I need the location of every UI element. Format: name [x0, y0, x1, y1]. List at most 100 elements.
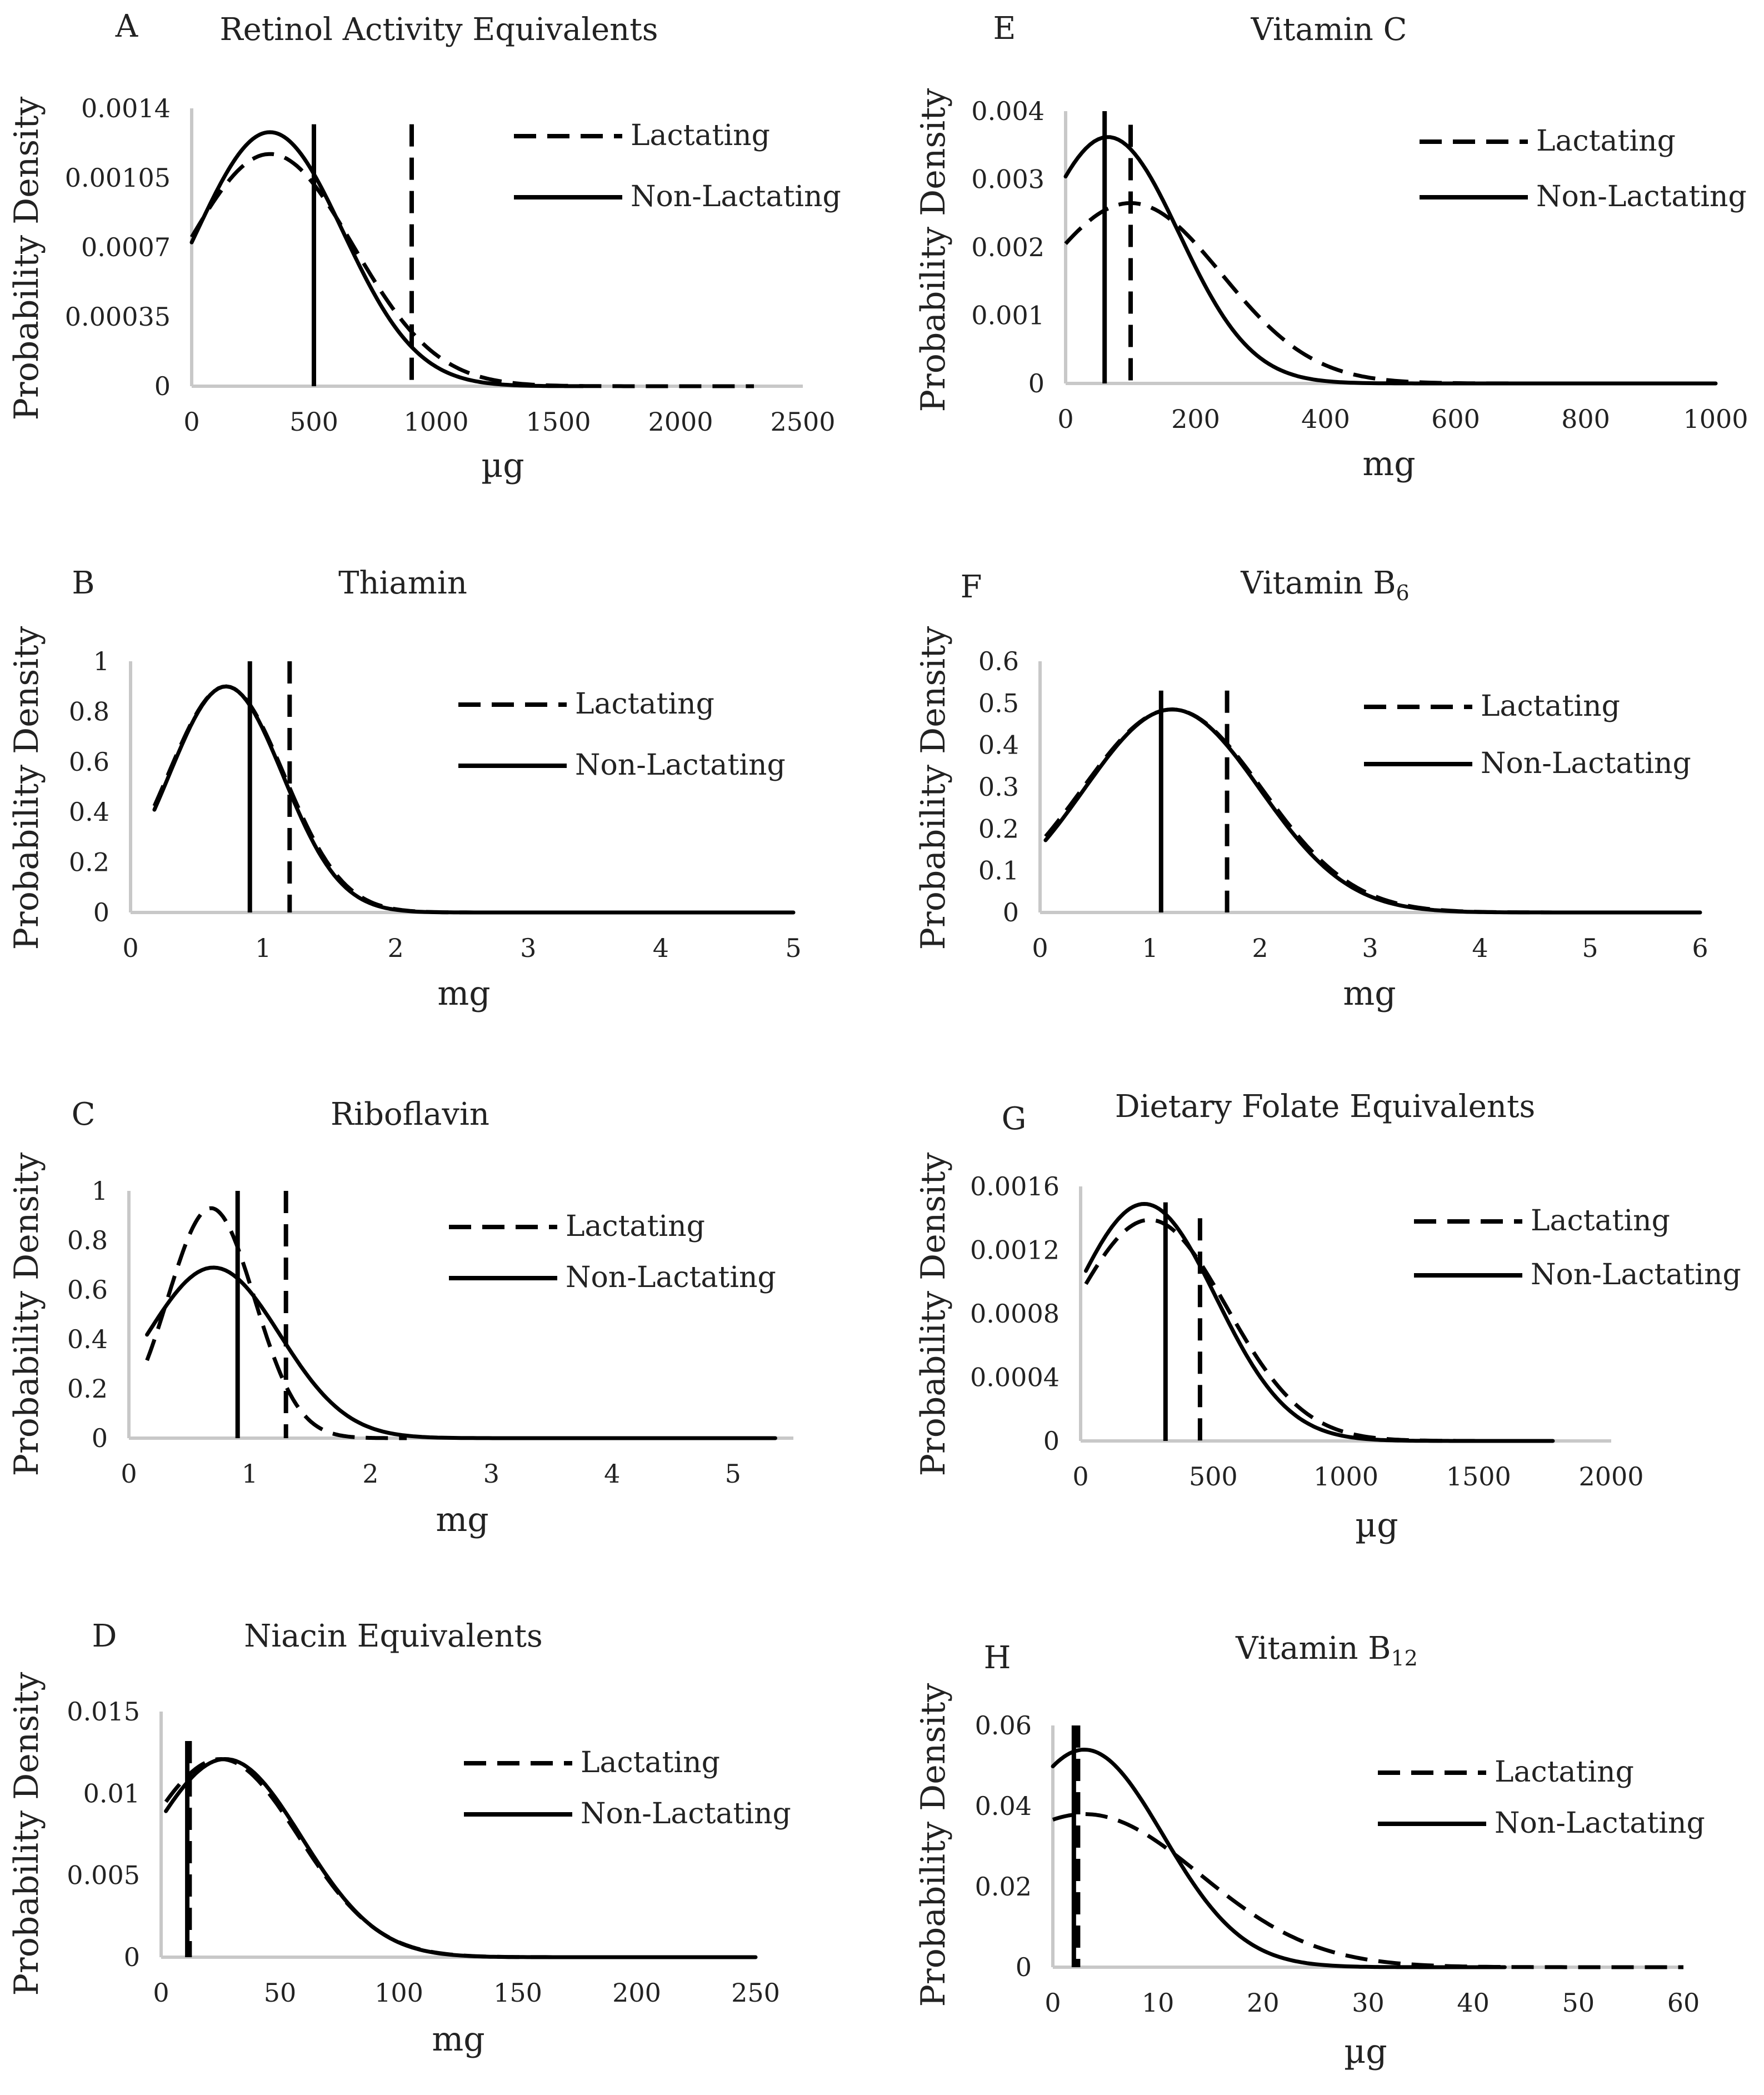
x-tick-label: 2000: [648, 407, 713, 437]
y-tick-label: 0.015: [67, 1697, 140, 1727]
y-tick-label: 0.8: [67, 1225, 108, 1255]
density-curve-non-lactating: [164, 1757, 758, 1959]
legend: Lactating Non-Lactating: [1364, 690, 1691, 780]
chart-title-text: Dietary Folate Equivalents: [1115, 1089, 1535, 1125]
density-curve-lactating: [1064, 201, 1716, 386]
chart-panel-c: C Riboflavin 0 0.2 0.4 0.6 0.8 1 0 1 2 3 4 5 mg Probabi…: [7, 1096, 793, 1539]
chart-title: Riboflavin: [331, 1096, 489, 1133]
y-tick-label: 0.6: [67, 1275, 108, 1305]
x-axis-title: µg: [481, 446, 524, 485]
legend: Lactating Non-Lactating: [1414, 1204, 1741, 1291]
x-tick-label: 10: [1142, 1988, 1175, 2018]
y-tick-label: 0.2: [69, 847, 109, 877]
legend-label-non-lactating: Non-Lactating: [575, 749, 786, 782]
x-tick-label: 1000: [403, 407, 468, 437]
x-tick-label: 0: [153, 1978, 169, 2008]
y-tick-label: 0.1: [978, 856, 1019, 886]
x-tick-label: 1: [1142, 933, 1158, 963]
x-tick-label: 1500: [1446, 1461, 1511, 1492]
x-tick-label: 3: [483, 1459, 499, 1489]
y-tick-label: 0: [124, 1942, 140, 1972]
x-tick-label: 5: [785, 933, 801, 963]
x-tick-label: 200: [612, 1978, 661, 2008]
legend-label-non-lactating: Non-Lactating: [581, 1797, 791, 1830]
x-tick-label: 2: [1252, 933, 1268, 963]
density-curve-lactating: [1052, 1812, 1683, 1969]
x-tick-label: 100: [374, 1978, 423, 2008]
legend: Lactating Non-Lactating: [514, 119, 841, 213]
y-tick-label: 0.04: [975, 1791, 1032, 1821]
y-tick-label: 0.0016: [970, 1171, 1060, 1201]
panel-letter: E: [993, 11, 1016, 47]
x-tick-label: 0: [122, 933, 138, 963]
legend-label-lactating: Lactating: [581, 1746, 720, 1779]
density-curve-non-lactating: [152, 684, 796, 915]
y-tick-label: 0.06: [975, 1710, 1032, 1740]
x-tick-label: 200: [1171, 404, 1220, 434]
y-tick-label: 0.8: [69, 696, 109, 726]
chart-title-text: Vitamin B: [1240, 565, 1396, 601]
y-axis-title: Probability Density: [914, 1153, 953, 1477]
density-curve-non-lactating: [189, 130, 585, 388]
density-curve-non-lactating: [1084, 1202, 1555, 1443]
y-tick-label: 0.002: [971, 232, 1045, 262]
chart-title-text: Retinol Activity Equivalents: [219, 12, 658, 48]
x-tick-label: 4: [653, 933, 669, 963]
chart-title-subscript: 6: [1396, 581, 1410, 605]
chart-panel-b: B Thiamin 0 0.2 0.4 0.6 0.8 1 0 1 2 3 4 5 mg Probabilit…: [7, 565, 802, 1013]
x-tick-label: 5: [1582, 933, 1598, 963]
x-tick-label: 0: [1057, 404, 1073, 434]
panel-letter: H: [984, 1640, 1011, 1676]
x-tick-label: 2500: [770, 407, 835, 437]
chart-title-subscript: 12: [1391, 1646, 1417, 1670]
chart-panel-g: G Dietary Folate Equivalents 0 0.0004 0.0008…: [914, 1089, 1741, 1545]
chart-title-text: Vitamin C: [1251, 12, 1407, 48]
y-tick-label: 0.00105: [65, 163, 171, 193]
y-tick-label: 0.005: [67, 1860, 140, 1891]
x-tick-label: 1500: [526, 407, 591, 437]
x-tick-label: 50: [1562, 1988, 1595, 2018]
legend-label-lactating: Lactating: [575, 687, 714, 721]
y-tick-label: 0: [92, 1423, 108, 1453]
x-tick-label: 0: [121, 1459, 137, 1489]
density-curve-lactating: [189, 152, 754, 388]
x-tick-label: 2: [388, 933, 404, 963]
y-tick-label: 0: [93, 897, 109, 927]
x-tick-label: 4: [1472, 933, 1488, 963]
y-tick-label: 0.0007: [81, 232, 171, 262]
panel-letter: G: [1002, 1101, 1027, 1137]
x-tick-label: 50: [264, 1978, 297, 2008]
density-curve-non-lactating: [145, 1265, 777, 1440]
legend-label-lactating: Lactating: [566, 1210, 705, 1243]
x-tick-label: 3: [1362, 933, 1378, 963]
x-tick-label: 600: [1431, 404, 1480, 434]
x-tick-label: 500: [1189, 1461, 1238, 1492]
y-axis-title: Probability Density: [7, 97, 46, 421]
x-tick-label: 2: [362, 1459, 378, 1489]
x-tick-label: 60: [1667, 1988, 1700, 2018]
y-tick-label: 0.4: [67, 1324, 108, 1354]
legend: Lactating Non-Lactating: [449, 1210, 776, 1294]
chart-panel-h: H Vitamin B12 0 0.02 0.04 0.06 0 10 20 30 40 50 60 µg…: [914, 1630, 1705, 2071]
y-tick-label: 0.0014: [81, 93, 171, 123]
x-tick-label: 1000: [1683, 404, 1748, 434]
density-curve-lactating: [164, 1757, 756, 1959]
y-tick-label: 0.3: [978, 772, 1019, 802]
y-tick-label: 0.001: [971, 301, 1045, 331]
chart-panel-e: E Vitamin C 0 0.001 0.002 0.003 0.004 0 200 400 60…: [914, 11, 1748, 483]
y-tick-label: 0: [1028, 368, 1045, 398]
y-axis-title: Probability Density: [914, 626, 953, 950]
y-tick-label: 1: [92, 1176, 108, 1206]
y-axis-title: Probability Density: [914, 1683, 953, 2007]
legend-label-non-lactating: Non-Lactating: [1536, 180, 1747, 213]
y-tick-label: 0.003: [971, 164, 1045, 194]
x-tick-label: 6: [1692, 933, 1708, 963]
legend-label-lactating: Lactating: [631, 119, 770, 152]
y-tick-label: 0.004: [971, 96, 1045, 126]
legend-label-lactating: Lactating: [1531, 1204, 1670, 1238]
chart-title: Vitamin B6: [1240, 565, 1409, 605]
y-tick-label: 0: [1003, 897, 1019, 927]
panel-letter: B: [72, 565, 94, 601]
y-tick-label: 0.2: [67, 1374, 108, 1404]
